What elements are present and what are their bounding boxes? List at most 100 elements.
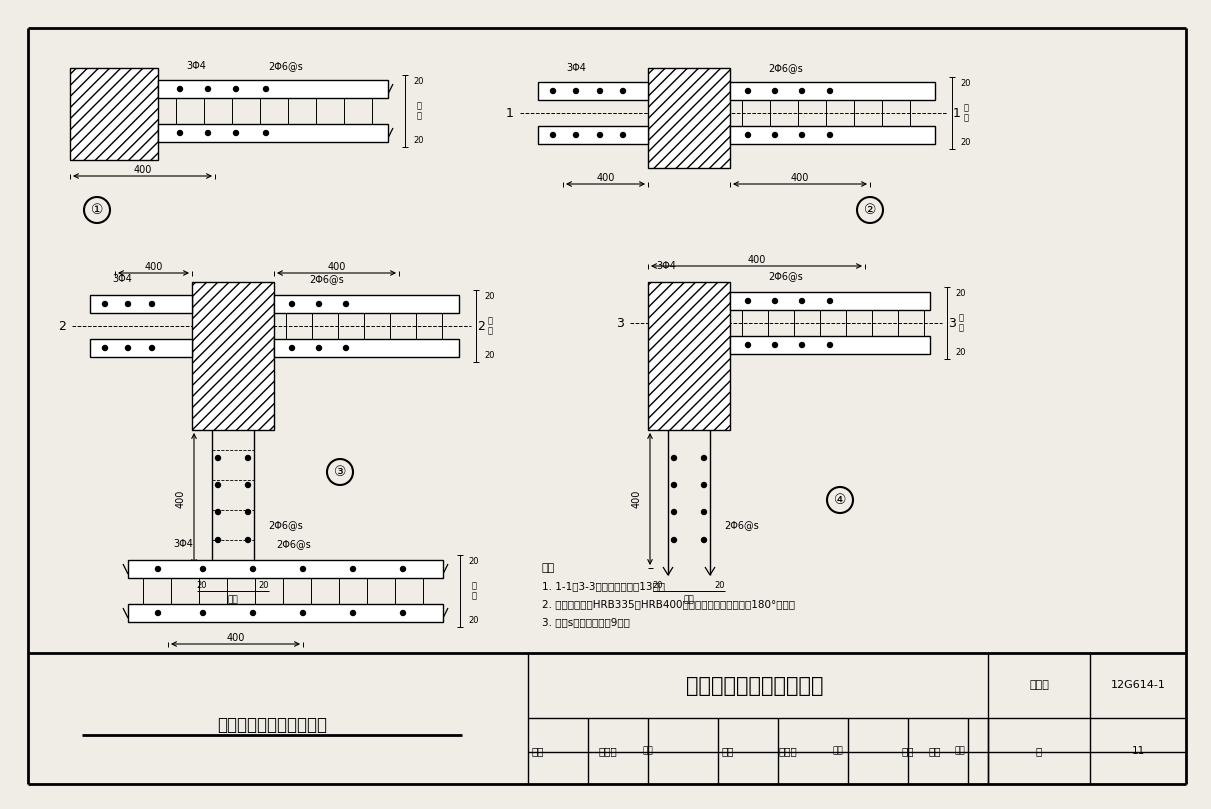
Circle shape xyxy=(773,88,777,94)
Text: 3Φ4: 3Φ4 xyxy=(566,63,586,73)
Circle shape xyxy=(799,133,804,138)
Text: 郗银泉: 郗银泉 xyxy=(598,746,618,756)
Circle shape xyxy=(827,342,832,348)
Circle shape xyxy=(799,342,804,348)
Text: 3Φ4: 3Φ4 xyxy=(186,61,206,71)
Bar xyxy=(730,292,930,310)
Text: 校对: 校对 xyxy=(722,746,734,756)
Circle shape xyxy=(264,130,269,135)
Text: 图集号: 图集号 xyxy=(1029,680,1049,691)
Circle shape xyxy=(746,88,751,94)
Circle shape xyxy=(216,455,220,460)
Circle shape xyxy=(234,130,239,135)
Circle shape xyxy=(597,88,603,94)
Circle shape xyxy=(701,482,706,488)
Text: 400: 400 xyxy=(226,633,245,643)
Bar xyxy=(648,282,730,430)
Bar xyxy=(193,282,274,430)
Text: 20: 20 xyxy=(414,136,424,145)
Text: 400: 400 xyxy=(632,489,642,508)
Circle shape xyxy=(264,87,269,91)
Text: 墙
厚: 墙 厚 xyxy=(471,582,476,601)
Bar xyxy=(274,339,459,357)
Circle shape xyxy=(246,510,251,515)
Text: 400: 400 xyxy=(144,262,162,272)
Bar xyxy=(90,339,193,357)
Text: 20: 20 xyxy=(259,581,269,590)
Text: 墙体水平拉结筋连接详图: 墙体水平拉结筋连接详图 xyxy=(217,716,327,734)
Bar xyxy=(538,126,648,144)
Text: 20: 20 xyxy=(960,79,971,88)
Circle shape xyxy=(103,302,108,307)
Circle shape xyxy=(149,302,155,307)
Text: 刘敏: 刘敏 xyxy=(929,746,941,756)
Text: 墙
厚: 墙 厚 xyxy=(417,101,421,121)
Text: 20: 20 xyxy=(469,616,480,625)
Circle shape xyxy=(773,299,777,303)
Text: 20: 20 xyxy=(484,292,495,301)
Text: ④: ④ xyxy=(833,493,846,507)
Circle shape xyxy=(246,455,251,460)
Circle shape xyxy=(672,537,677,543)
Text: 2: 2 xyxy=(477,320,484,332)
Text: ③: ③ xyxy=(334,465,346,479)
Text: 400: 400 xyxy=(133,165,151,175)
Text: 20: 20 xyxy=(653,581,664,590)
Circle shape xyxy=(126,302,131,307)
Circle shape xyxy=(827,88,832,94)
Circle shape xyxy=(701,537,706,543)
Text: 20: 20 xyxy=(714,581,725,590)
Circle shape xyxy=(620,88,626,94)
Text: 3. 间距s值见本图集第9页。: 3. 间距s值见本图集第9页。 xyxy=(543,617,630,627)
Circle shape xyxy=(401,566,406,571)
Text: 11: 11 xyxy=(1131,746,1144,756)
Text: 墙
厚: 墙 厚 xyxy=(488,316,493,336)
Circle shape xyxy=(701,455,706,460)
Circle shape xyxy=(701,510,706,515)
Circle shape xyxy=(827,133,832,138)
Text: 3Φ4: 3Φ4 xyxy=(111,274,132,284)
Text: 墙厚: 墙厚 xyxy=(684,595,694,604)
Circle shape xyxy=(251,611,256,616)
Circle shape xyxy=(178,87,183,91)
Circle shape xyxy=(246,537,251,543)
Text: 1. 1-1～3-3剖面见本图集第13页。: 1. 1-1～3-3剖面见本图集第13页。 xyxy=(543,581,665,591)
Circle shape xyxy=(799,88,804,94)
Circle shape xyxy=(126,345,131,350)
Bar xyxy=(128,604,443,622)
Circle shape xyxy=(201,611,206,616)
Text: 设计: 设计 xyxy=(902,746,914,756)
Bar xyxy=(128,560,443,578)
Circle shape xyxy=(201,566,206,571)
Circle shape xyxy=(773,133,777,138)
Text: 400: 400 xyxy=(327,262,345,272)
Text: 页: 页 xyxy=(1035,746,1043,756)
Text: 2Φ6@s: 2Φ6@s xyxy=(309,274,344,284)
Circle shape xyxy=(827,299,832,303)
Circle shape xyxy=(746,299,751,303)
Circle shape xyxy=(316,302,321,307)
Text: 20: 20 xyxy=(955,289,966,298)
Circle shape xyxy=(597,133,603,138)
Circle shape xyxy=(350,611,356,616)
Bar xyxy=(538,82,648,100)
Text: 1: 1 xyxy=(506,107,513,120)
Text: ①: ① xyxy=(91,203,103,217)
Circle shape xyxy=(216,510,220,515)
Text: 3Φ4: 3Φ4 xyxy=(656,261,676,271)
Circle shape xyxy=(344,302,349,307)
Text: 2: 2 xyxy=(58,320,65,332)
Text: 墙厚: 墙厚 xyxy=(228,595,239,604)
Circle shape xyxy=(574,88,579,94)
Circle shape xyxy=(316,345,321,350)
Circle shape xyxy=(551,133,556,138)
Text: 400: 400 xyxy=(791,173,809,183)
Text: 3: 3 xyxy=(948,316,955,329)
Bar xyxy=(274,295,459,313)
Circle shape xyxy=(289,345,294,350)
Circle shape xyxy=(672,455,677,460)
Text: 3Φ4: 3Φ4 xyxy=(173,539,193,549)
Text: 20: 20 xyxy=(414,77,424,86)
Text: 填充墙与框架柱拉结详图: 填充墙与框架柱拉结详图 xyxy=(687,676,823,696)
Circle shape xyxy=(300,611,305,616)
